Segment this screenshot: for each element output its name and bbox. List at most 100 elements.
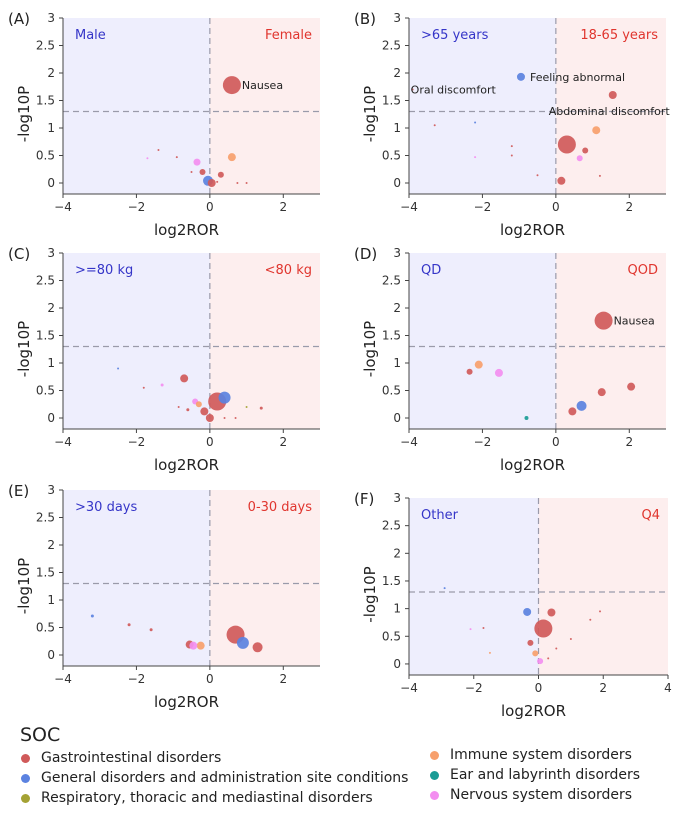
point-gi [190, 171, 193, 173]
panel-label: (D) [354, 245, 377, 263]
y-axis-title: -log10P [361, 321, 379, 377]
y-tick-label: 3 [393, 491, 401, 505]
y-tick-label: 2.5 [36, 274, 55, 288]
y-tick-label: 2 [393, 546, 401, 560]
point-immune [196, 641, 205, 650]
point-label: Oral discomfort [411, 84, 497, 97]
point-immune [474, 360, 483, 369]
x-axis-title: log2ROR [500, 456, 565, 474]
point-gi [205, 414, 214, 422]
point-nervous [469, 628, 472, 631]
point-immune [195, 401, 202, 408]
right-group-label: <80 kg [265, 263, 312, 278]
x-tick-label: −2 [128, 200, 146, 214]
point-gi [589, 618, 592, 621]
y-tick-label: 0 [393, 657, 401, 671]
point-gi [216, 180, 219, 183]
point-general [516, 72, 525, 81]
right-region [209, 490, 320, 666]
y-tick-label: 1.5 [36, 329, 55, 343]
point-gi [127, 623, 131, 627]
left-group-label: >=80 kg [75, 263, 133, 278]
x-tick-label: −2 [474, 435, 492, 449]
point-gi [608, 91, 617, 99]
y-tick-label: 1.5 [36, 94, 55, 108]
x-tick-label: −4 [54, 435, 72, 449]
point-label: Nausea [614, 315, 655, 328]
point-nervous [494, 368, 503, 377]
y-tick-label: 2 [47, 538, 55, 552]
x-axis-title: log2ROR [154, 456, 219, 474]
x-axis-title: log2ROR [501, 702, 566, 720]
left-region [409, 253, 556, 429]
point-gi [557, 135, 576, 154]
panel-b: 0 0.5 1 1.5 2 2.5 3 −4 −2 0 2 log2ROR -log10P (B) >65 … [354, 10, 670, 239]
point-gi [186, 408, 190, 412]
point-gi [175, 156, 178, 159]
x-tick-label: 0 [535, 681, 543, 695]
x-tick-label: 0 [552, 200, 560, 214]
point-gi [217, 171, 224, 178]
x-tick-label: −4 [400, 435, 418, 449]
x-tick-label: −2 [465, 681, 483, 695]
point-gi [569, 638, 572, 641]
x-tick-label: 2 [279, 200, 287, 214]
left-group-label: Other [421, 508, 459, 523]
left-region [409, 18, 556, 194]
y-tick-label: 1.5 [382, 574, 401, 588]
right-group-label: Q4 [641, 508, 660, 523]
x-axis-title: log2ROR [154, 693, 219, 711]
panel-f: 0 0.5 1 1.5 2 2.5 3 −4 −2 0 2 4 log2ROR -log10P (F) Oth… [354, 490, 672, 720]
point-gi [200, 407, 209, 416]
x-tick-label: 0 [206, 672, 214, 686]
point-respiratory [245, 406, 248, 408]
y-axis-title: -log10P [15, 558, 33, 614]
x-axis-title: log2ROR [154, 221, 219, 239]
right-region [209, 18, 320, 194]
y-tick-label: 0.5 [382, 384, 401, 398]
point-general [443, 587, 446, 590]
point-gi [411, 88, 414, 91]
point-immune [227, 153, 236, 162]
point-gi [510, 145, 513, 148]
y-tick-label: 1 [47, 121, 55, 135]
y-tick-label: 1 [393, 121, 401, 135]
point-gi [466, 368, 473, 375]
point-gi [207, 179, 216, 187]
x-axis-title: log2ROR [500, 221, 565, 239]
point-gi [142, 386, 145, 389]
right-region [555, 18, 666, 194]
y-tick-label: 0.5 [36, 149, 55, 163]
point-immune [532, 650, 539, 657]
y-tick-label: 0.5 [382, 629, 401, 643]
point-immune [488, 651, 491, 654]
y-tick-label: 2 [393, 66, 401, 80]
panel-e: 0 0.5 1 1.5 2 2.5 3 −4 −2 0 2 log2ROR -log10P (E) >30 … [8, 482, 320, 711]
point-nervous [189, 641, 198, 650]
point-general [90, 614, 94, 618]
point-gi [259, 406, 263, 410]
right-group-label: 0-30 days [248, 500, 313, 515]
point-gi [199, 169, 206, 175]
point-gi [236, 182, 239, 184]
y-tick-label: 3 [47, 11, 55, 25]
x-tick-label: −4 [54, 672, 72, 686]
right-group-label: Female [265, 28, 312, 43]
point-gi [582, 147, 589, 154]
left-group-label: >65 years [421, 28, 489, 43]
y-tick-label: 1.5 [36, 566, 55, 580]
y-tick-label: 3 [47, 246, 55, 260]
point-general [117, 367, 120, 370]
point-general [523, 607, 532, 616]
y-tick-label: 1 [47, 356, 55, 370]
y-tick-label: 2 [47, 301, 55, 315]
x-tick-label: −2 [474, 200, 492, 214]
point-general [218, 391, 231, 404]
y-tick-label: 0 [47, 648, 55, 662]
y-tick-label: 1 [393, 356, 401, 370]
x-tick-label: −4 [400, 200, 418, 214]
point-general [474, 121, 477, 124]
left-group-label: Male [75, 28, 106, 43]
x-tick-label: −2 [128, 672, 146, 686]
